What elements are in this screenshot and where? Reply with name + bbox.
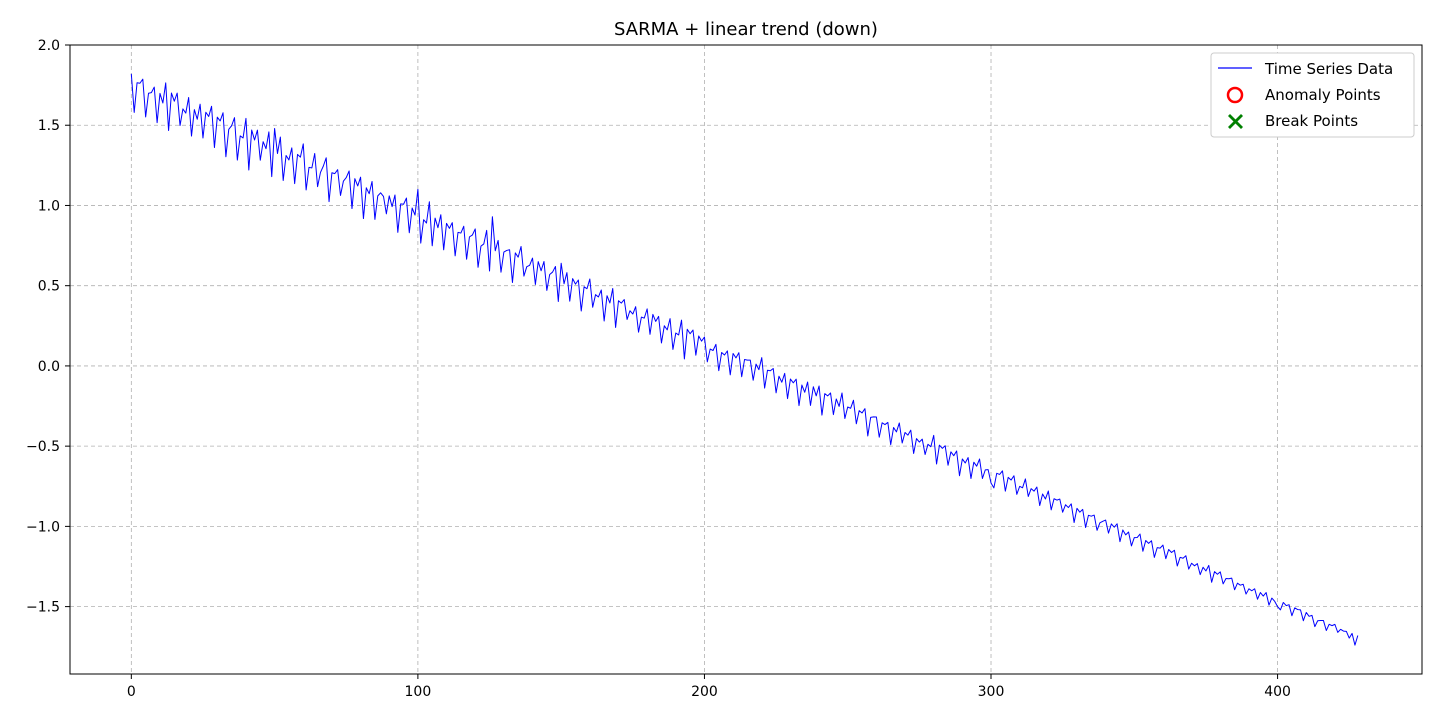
legend-label-break: Break Points <box>1265 112 1358 130</box>
legend-circle-marker <box>1226 86 1244 104</box>
y-tick-label: 1.5 <box>38 118 60 134</box>
legend-label-anomaly: Anomaly Points <box>1265 86 1381 104</box>
chart-title: SARMA + linear trend (down) <box>614 19 878 40</box>
x-axis: 0 100 200 300 400 <box>127 674 1291 700</box>
x-tick-label: 0 <box>127 684 136 700</box>
legend-box <box>1210 52 1415 138</box>
legend: Time Series Data Anomaly Points Break Po… <box>1210 52 1415 138</box>
y-tick-label: −1.0 <box>26 519 60 535</box>
series-layer <box>130 73 1359 646</box>
y-tick-label: 0.0 <box>38 359 60 375</box>
x-tick-label: 200 <box>691 684 718 700</box>
y-tick-label: −0.5 <box>26 439 60 455</box>
x-tick-label: 300 <box>978 684 1005 700</box>
y-tick-label: 1.0 <box>38 198 60 214</box>
plot-frame <box>69 44 1423 675</box>
y-tick-label: 2.0 <box>38 38 60 54</box>
y-tick-label: −1.5 <box>26 600 60 616</box>
x-tick-label: 400 <box>1264 684 1291 700</box>
legend-label-series: Time Series Data <box>1264 60 1393 78</box>
y-tick-label: 0.5 <box>38 279 60 295</box>
y-axis: 2.0 1.5 1.0 0.5 0.0 −0.5 −1.0 −1.5 <box>26 38 70 616</box>
x-tick-label: 100 <box>405 684 432 700</box>
legend-x-marker <box>1228 114 1243 129</box>
series-line-0 <box>130 73 1359 646</box>
